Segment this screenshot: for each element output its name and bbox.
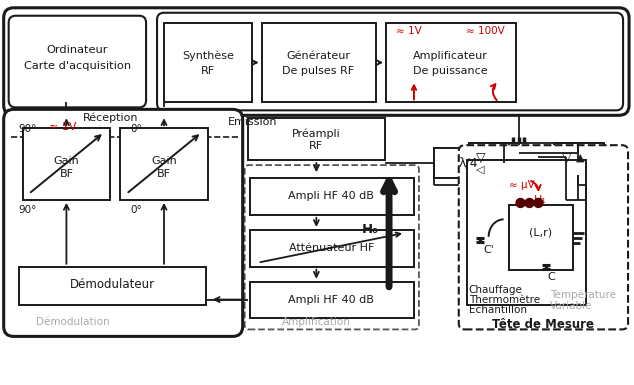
Text: Tête de Mesure: Tête de Mesure: [493, 318, 595, 331]
Bar: [250, 230, 414, 267]
Text: ≈ 100V: ≈ 100V: [466, 26, 505, 36]
Text: Emission: Emission: [228, 117, 277, 127]
Text: Préampli: Préampli: [292, 128, 340, 139]
Text: Gain: Gain: [151, 156, 177, 166]
Bar: [262, 23, 376, 102]
FancyBboxPatch shape: [4, 109, 243, 336]
Text: C: C: [548, 272, 555, 282]
Text: Ampli HF 40 dB: Ampli HF 40 dB: [288, 191, 374, 201]
Text: Thermomètre: Thermomètre: [469, 295, 540, 305]
Text: Démodulateur: Démodulateur: [70, 278, 155, 291]
Text: Atténuateur HF: Atténuateur HF: [288, 243, 374, 253]
Text: ▽: ▽: [476, 151, 486, 164]
Bar: [250, 178, 414, 215]
Text: Ordinateur: Ordinateur: [47, 45, 108, 55]
Text: Chauffage: Chauffage: [469, 285, 522, 295]
Bar: [23, 128, 110, 200]
Bar: [508, 205, 573, 270]
Text: Température: Température: [550, 289, 616, 300]
Text: ≈ 1V: ≈ 1V: [49, 122, 76, 132]
Text: RF: RF: [201, 65, 215, 75]
FancyBboxPatch shape: [4, 8, 629, 115]
FancyBboxPatch shape: [157, 13, 623, 110]
Text: Gain: Gain: [53, 156, 79, 166]
Bar: [18, 267, 206, 305]
Text: Générateur: Générateur: [287, 50, 351, 60]
Text: Démodulation: Démodulation: [36, 318, 109, 328]
Bar: [467, 160, 586, 305]
FancyBboxPatch shape: [9, 16, 146, 107]
Text: ▲: ▲: [576, 152, 585, 162]
Text: Variable: Variable: [550, 301, 593, 311]
Circle shape: [525, 199, 534, 208]
Bar: [164, 23, 252, 102]
Bar: [469, 143, 508, 175]
Text: De puissance: De puissance: [413, 65, 488, 75]
FancyBboxPatch shape: [245, 165, 419, 330]
Text: ▽: ▽: [562, 151, 571, 164]
Bar: [248, 118, 385, 160]
Bar: [250, 281, 414, 318]
FancyBboxPatch shape: [459, 145, 628, 330]
Text: Amplificateur: Amplificateur: [413, 50, 488, 60]
Text: Réception: Réception: [82, 112, 138, 122]
Circle shape: [516, 199, 525, 208]
Text: Synthèse: Synthèse: [182, 50, 234, 61]
Text: (L,r): (L,r): [529, 228, 552, 238]
Text: Amplification: Amplification: [282, 318, 351, 328]
Circle shape: [534, 199, 543, 208]
Text: 0°: 0°: [130, 124, 142, 134]
Text: ≈ 1V: ≈ 1V: [396, 26, 422, 36]
Text: λ/4: λ/4: [459, 157, 479, 170]
Bar: [434, 148, 503, 178]
Text: 90°: 90°: [18, 124, 37, 134]
Text: 90°: 90°: [18, 205, 37, 215]
Text: Echantillon: Echantillon: [469, 305, 527, 315]
Text: BF: BF: [60, 169, 74, 179]
Text: De pulses RF: De pulses RF: [282, 65, 354, 75]
Text: RF: RF: [309, 141, 323, 151]
Text: Carte d'acquisition: Carte d'acquisition: [24, 60, 131, 70]
Text: H₁: H₁: [534, 195, 547, 205]
Text: ◁: ◁: [476, 165, 485, 175]
FancyBboxPatch shape: [11, 112, 238, 330]
Text: BF: BF: [157, 169, 171, 179]
Text: 0°: 0°: [130, 205, 142, 215]
Text: C': C': [483, 245, 494, 255]
Text: H₀: H₀: [362, 223, 379, 236]
Bar: [386, 23, 515, 102]
Text: ≈ μV: ≈ μV: [508, 180, 534, 190]
Bar: [120, 128, 208, 200]
Text: Ampli HF 40 dB: Ampli HF 40 dB: [288, 295, 374, 305]
Bar: [554, 143, 604, 175]
